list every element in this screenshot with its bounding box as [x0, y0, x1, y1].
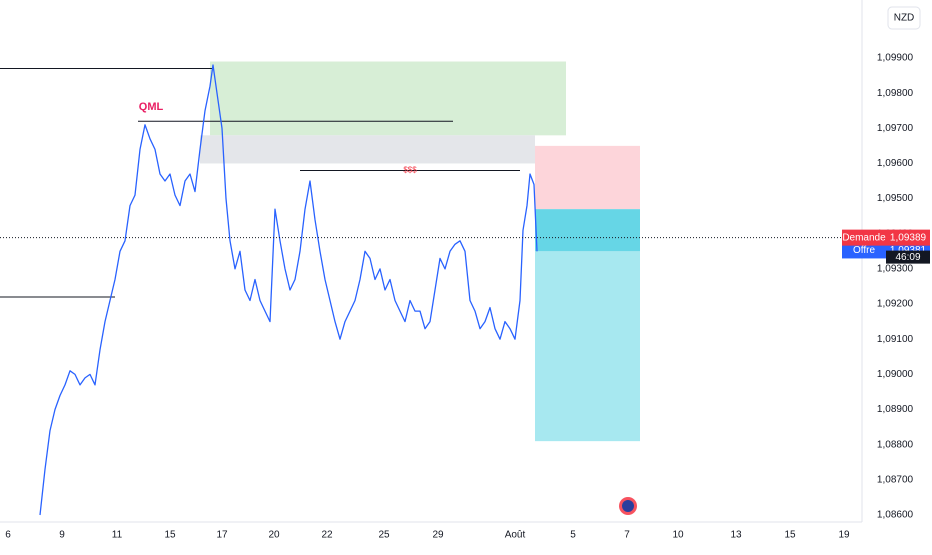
y-tick-label: 1,09100 — [877, 334, 914, 345]
x-tick-label: 15 — [784, 530, 796, 541]
y-tick-label: 1,09900 — [877, 53, 914, 64]
y-tick-label: 1,09000 — [877, 369, 914, 380]
x-tick-label: Août — [505, 530, 526, 541]
x-tick-label: 17 — [216, 530, 228, 541]
zone — [535, 209, 640, 252]
zone — [535, 145, 640, 210]
price-tag-value: 1,09389 — [890, 232, 927, 243]
x-tick-label: 5 — [570, 530, 576, 541]
zone — [210, 61, 566, 136]
x-tick-label: 7 — [624, 530, 630, 541]
x-tick-label: 20 — [268, 530, 280, 541]
countdown: 46:09 — [895, 252, 920, 263]
x-tick-label: 9 — [59, 530, 65, 541]
annotation: QML — [139, 101, 164, 113]
y-tick-label: 1,08600 — [877, 510, 914, 521]
x-tick-label: 6 — [5, 530, 11, 541]
x-tick-label: 29 — [432, 530, 444, 541]
x-tick-label: 22 — [321, 530, 333, 541]
y-tick-label: 1,08900 — [877, 404, 914, 415]
y-tick-label: 1,09300 — [877, 264, 914, 275]
y-tick-label: 1,08700 — [877, 474, 914, 485]
price-tag-bg — [886, 229, 930, 246]
x-tick-label: 10 — [672, 530, 684, 541]
currency-label[interactable]: NZD — [894, 13, 915, 24]
zone — [535, 251, 640, 442]
event-icon-inner — [622, 500, 634, 512]
x-tick-label: 19 — [838, 530, 850, 541]
annotation: $$$ — [403, 166, 417, 175]
y-tick-label: 1,09600 — [877, 158, 914, 169]
y-tick-label: 1,09700 — [877, 123, 914, 134]
zone — [200, 135, 535, 164]
countdown-bg — [886, 250, 930, 264]
price-line — [39, 64, 538, 516]
x-tick-label: 13 — [730, 530, 742, 541]
currency-button[interactable] — [887, 6, 921, 30]
price-tag-name-bg — [842, 229, 886, 246]
x-tick-label: 11 — [112, 530, 123, 541]
price-tag-value: 1,09381 — [890, 245, 927, 256]
y-tick-label: 1,09500 — [877, 193, 914, 204]
y-tick-label: 1,09800 — [877, 88, 914, 99]
y-tick-label: 1,09200 — [877, 299, 914, 310]
x-tick-label: 15 — [164, 530, 176, 541]
price-tag-name-bg — [842, 242, 886, 259]
y-tick-label: 1,08800 — [877, 439, 914, 450]
price-tag-name: Offre — [853, 245, 875, 256]
x-tick-label: 25 — [378, 530, 390, 541]
price-tag-name: Demande — [842, 232, 886, 243]
